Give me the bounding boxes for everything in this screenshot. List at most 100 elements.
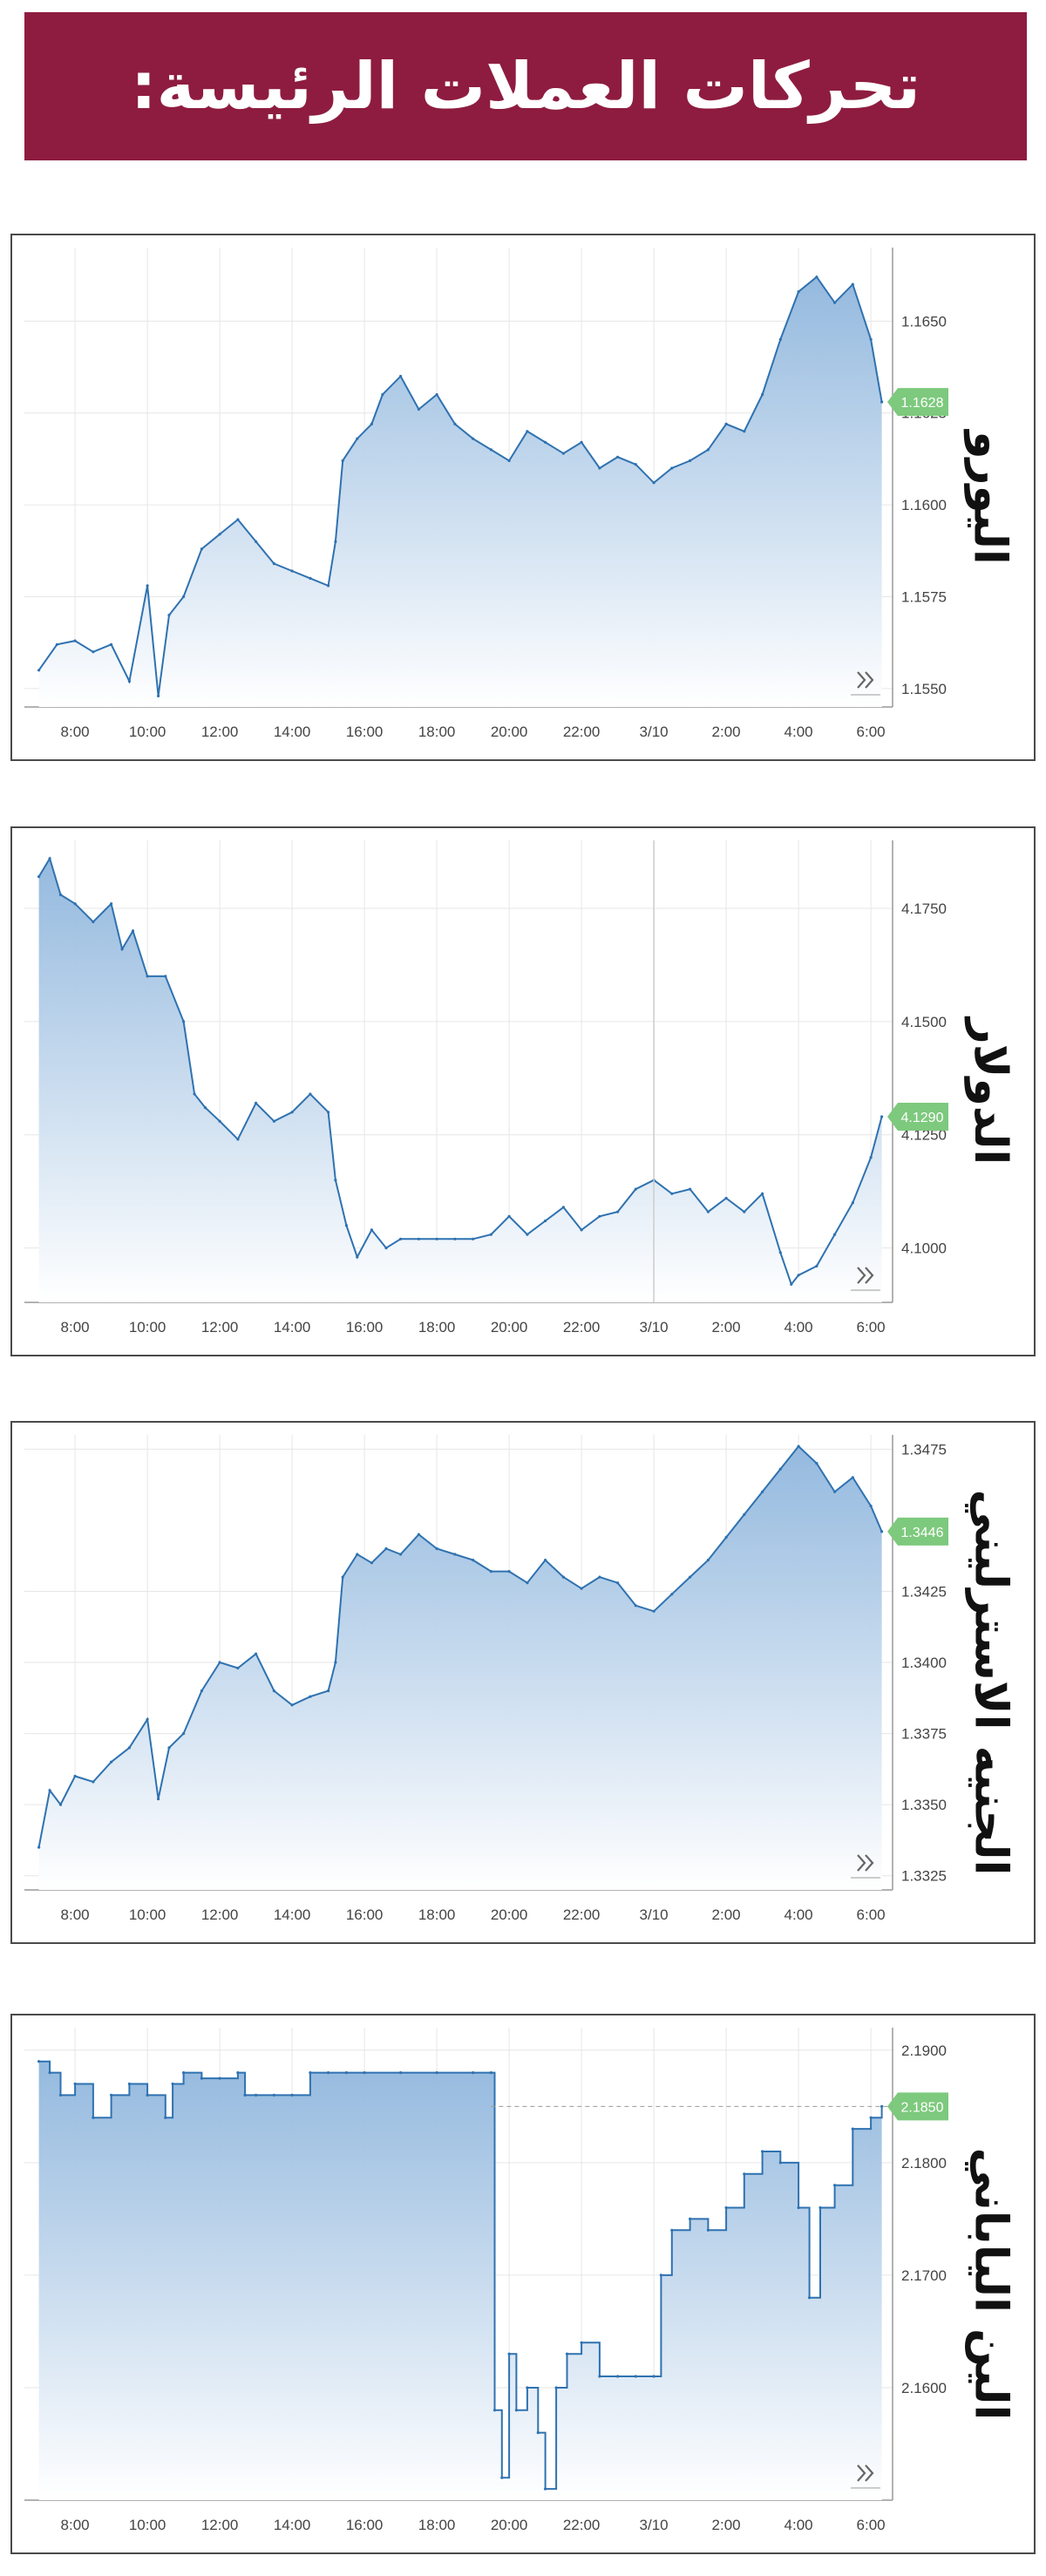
x-tick-label: 8:00 xyxy=(61,2517,90,2533)
data-point xyxy=(544,1559,547,1562)
data-point xyxy=(616,455,620,459)
x-tick-label: 8:00 xyxy=(61,1319,90,1336)
data-point xyxy=(218,2076,221,2080)
data-point xyxy=(797,290,800,294)
data-point xyxy=(110,902,113,906)
data-point xyxy=(689,1187,692,1191)
data-point xyxy=(797,2206,800,2210)
x-tick-label: 4:00 xyxy=(784,2517,813,2533)
data-point xyxy=(37,669,41,672)
data-point xyxy=(334,1179,337,1182)
data-point xyxy=(171,2082,174,2086)
data-point xyxy=(167,1746,171,1750)
data-point xyxy=(670,2228,674,2232)
data-point xyxy=(399,375,403,378)
data-point xyxy=(203,1106,207,1110)
data-point xyxy=(236,2071,240,2075)
chart-svg-yen: 8:00 10:00 12:00 14:00 16:00 18:00 20:00 22:00 3… xyxy=(24,2028,948,2533)
data-point xyxy=(182,1732,186,1736)
chart-panel-euro: 8:00 10:00 12:00 14:00 16:00 18:00 20:00 22:00 3… xyxy=(10,234,1036,761)
data-point xyxy=(689,1575,692,1579)
y-tick-label: 1.3350 xyxy=(901,1797,947,1813)
data-point xyxy=(869,1505,873,1508)
x-tick-label: 12:00 xyxy=(201,1907,239,1923)
y-tick-label: 2.1900 xyxy=(901,2042,947,2059)
data-point xyxy=(778,1251,782,1254)
y-tick-label: 1.1600 xyxy=(901,497,947,513)
data-point xyxy=(417,1533,420,1536)
x-tick-label: 22:00 xyxy=(563,1319,601,1336)
double-chevron-icon xyxy=(851,1267,880,1291)
y-tick-label: 1.3375 xyxy=(901,1726,947,1743)
x-tick-label: 18:00 xyxy=(418,1319,456,1336)
data-point xyxy=(869,2116,873,2119)
data-point xyxy=(37,1845,41,1849)
data-point xyxy=(218,533,221,536)
data-point xyxy=(255,540,258,543)
data-point xyxy=(536,2431,540,2435)
data-point xyxy=(356,1255,359,1259)
data-point xyxy=(417,407,420,411)
x-tick-label: 3/10 xyxy=(640,1319,669,1336)
data-point xyxy=(236,1138,240,1141)
data-point xyxy=(616,1210,620,1213)
data-point xyxy=(167,614,171,617)
data-point xyxy=(146,1717,149,1721)
data-point xyxy=(334,1661,337,1664)
data-point xyxy=(743,1512,746,1516)
data-point xyxy=(341,1575,344,1579)
data-point xyxy=(544,1219,547,1223)
data-point xyxy=(743,1210,746,1213)
data-point xyxy=(778,2161,782,2165)
data-point xyxy=(580,440,583,444)
x-tick-label: 14:00 xyxy=(274,1907,311,1923)
data-point xyxy=(492,2409,497,2412)
data-point xyxy=(290,1703,294,1707)
x-tick-label: 22:00 xyxy=(563,1907,601,1923)
data-point xyxy=(580,1228,583,1232)
data-point xyxy=(327,1689,330,1693)
x-tick-label: 22:00 xyxy=(563,2517,601,2533)
data-point xyxy=(659,2274,663,2277)
data-point xyxy=(561,1575,566,1579)
data-point xyxy=(851,1201,854,1205)
y-tick-label: 2.1800 xyxy=(901,2155,947,2172)
data-point xyxy=(384,1247,388,1250)
x-tick-label: 2:00 xyxy=(712,724,741,740)
double-chevron-icon xyxy=(851,671,880,696)
data-point xyxy=(131,929,135,933)
data-point xyxy=(514,2409,519,2412)
chart-title-yen: الين الياباني xyxy=(964,2147,1017,2421)
y-tick-label: 2.1700 xyxy=(901,2267,947,2284)
data-point xyxy=(507,1214,511,1218)
data-point xyxy=(598,1575,601,1579)
x-tick-label: 10:00 xyxy=(129,1319,166,1336)
x-tick-label: 10:00 xyxy=(129,1907,166,1923)
data-point xyxy=(399,1553,403,1556)
data-point xyxy=(724,2206,728,2210)
data-point xyxy=(652,1609,655,1613)
x-tick-label: 14:00 xyxy=(274,1319,311,1336)
data-point xyxy=(880,400,884,404)
data-point xyxy=(472,437,475,440)
data-point xyxy=(48,2071,51,2075)
data-point xyxy=(797,1274,800,1277)
data-point xyxy=(127,1746,131,1750)
data-point xyxy=(761,393,764,397)
y-tick-label: 4.1750 xyxy=(901,901,947,917)
x-tick-label: 4:00 xyxy=(784,724,813,740)
series-area xyxy=(38,858,882,1302)
data-point xyxy=(37,2060,41,2063)
x-tick-label: 6:00 xyxy=(857,2517,886,2533)
data-point xyxy=(489,1233,493,1236)
data-point xyxy=(157,1798,160,1801)
data-point xyxy=(869,1156,873,1159)
data-point xyxy=(761,1192,764,1195)
data-point xyxy=(399,2071,403,2075)
data-point xyxy=(157,694,160,698)
data-point xyxy=(880,2104,884,2108)
data-point xyxy=(435,1546,438,1551)
data-point xyxy=(146,2093,149,2097)
data-point xyxy=(146,584,149,588)
data-point xyxy=(616,2375,620,2378)
